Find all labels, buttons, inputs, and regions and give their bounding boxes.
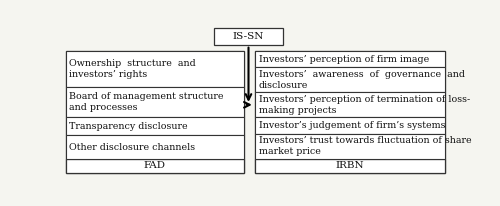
Bar bbox=[66, 51, 244, 173]
Bar bbox=[254, 92, 446, 117]
Bar bbox=[66, 117, 244, 135]
Text: FAD: FAD bbox=[144, 161, 166, 170]
Bar bbox=[66, 159, 244, 173]
Bar bbox=[254, 159, 446, 173]
Text: Investor’s judgement of firm’s systems: Investor’s judgement of firm’s systems bbox=[258, 121, 445, 130]
Text: Ownership  structure  and
investors’ rights: Ownership structure and investors’ right… bbox=[70, 59, 196, 79]
Text: Transparency disclosure: Transparency disclosure bbox=[70, 122, 188, 131]
Text: Other disclosure channels: Other disclosure channels bbox=[70, 143, 196, 152]
Text: Investors’ perception of firm image: Investors’ perception of firm image bbox=[258, 55, 429, 64]
Text: Board of management structure
and processes: Board of management structure and proces… bbox=[70, 92, 224, 112]
Text: Investors’ trust towards fluctuation of share
market price: Investors’ trust towards fluctuation of … bbox=[258, 136, 471, 156]
Bar bbox=[254, 51, 446, 173]
Bar bbox=[254, 134, 446, 159]
Text: IRBN: IRBN bbox=[336, 161, 364, 170]
Bar bbox=[66, 87, 244, 117]
Bar bbox=[214, 28, 284, 45]
Bar bbox=[254, 117, 446, 134]
Bar bbox=[254, 68, 446, 92]
Bar bbox=[254, 51, 446, 68]
Bar bbox=[66, 135, 244, 159]
Bar bbox=[66, 51, 244, 87]
Text: Investors’  awareness  of  governance  and
disclosure: Investors’ awareness of governance and d… bbox=[258, 70, 464, 90]
Text: IS-SN: IS-SN bbox=[233, 32, 264, 41]
Text: Investors’ perception of termination of loss-
making projects: Investors’ perception of termination of … bbox=[258, 95, 470, 115]
